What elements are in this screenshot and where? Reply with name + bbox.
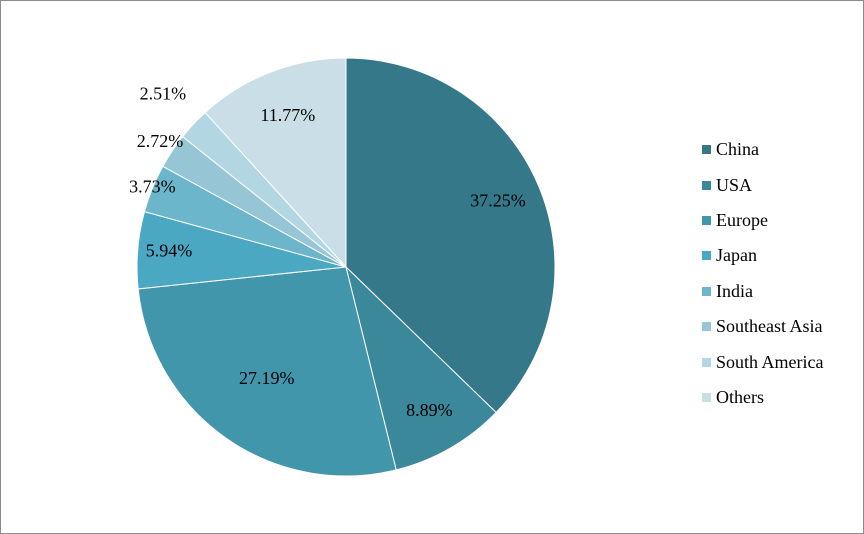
legend-label: Europe xyxy=(716,209,768,230)
slice-label-europe: 27.19% xyxy=(239,368,295,388)
slice-label-others: 11.77% xyxy=(260,105,315,125)
slice-label-india: 3.73% xyxy=(129,177,176,197)
legend-swatch xyxy=(702,392,711,402)
pie-slice-others xyxy=(204,57,347,269)
legend-label: China xyxy=(716,139,759,160)
legend-item-others: Others xyxy=(702,380,823,415)
legend-swatch xyxy=(702,251,711,261)
legend-swatch xyxy=(702,180,711,190)
legend-label: India xyxy=(716,280,753,301)
pie-slice-china xyxy=(345,57,556,414)
slice-label-south-america: 2.51% xyxy=(140,84,187,104)
slice-label-japan: 5.94% xyxy=(146,241,193,261)
legend-item-china: China xyxy=(702,132,823,167)
legend-label: USA xyxy=(716,174,753,195)
slice-label-china: 37.25% xyxy=(470,191,526,211)
legend-item-europe: Europe xyxy=(702,203,823,238)
legend-label: Southeast Asia xyxy=(716,316,823,337)
legend: China USA Europe Japan India Southeast Asia So… xyxy=(702,132,823,415)
legend-item-japan: Japan xyxy=(702,238,823,273)
legend-label: Japan xyxy=(716,245,757,266)
legend-item-india: India xyxy=(702,274,823,309)
legend-item-usa: USA xyxy=(702,167,823,202)
slice-label-southeast-asia: 2.72% xyxy=(137,131,184,151)
pie-slice-usa xyxy=(345,265,497,471)
legend-swatch xyxy=(702,322,711,332)
legend-swatch xyxy=(702,215,711,225)
legend-label: Others xyxy=(716,386,764,407)
pie-slice-europe xyxy=(137,266,397,477)
legend-label: South America xyxy=(716,351,824,372)
legend-swatch xyxy=(702,286,711,296)
legend-item-south-america: South America xyxy=(702,344,823,379)
legend-item-southeast-asia: Southeast Asia xyxy=(702,309,823,344)
legend-swatch xyxy=(702,357,711,367)
slice-label-usa: 8.89% xyxy=(406,400,453,420)
legend-swatch xyxy=(702,145,711,155)
